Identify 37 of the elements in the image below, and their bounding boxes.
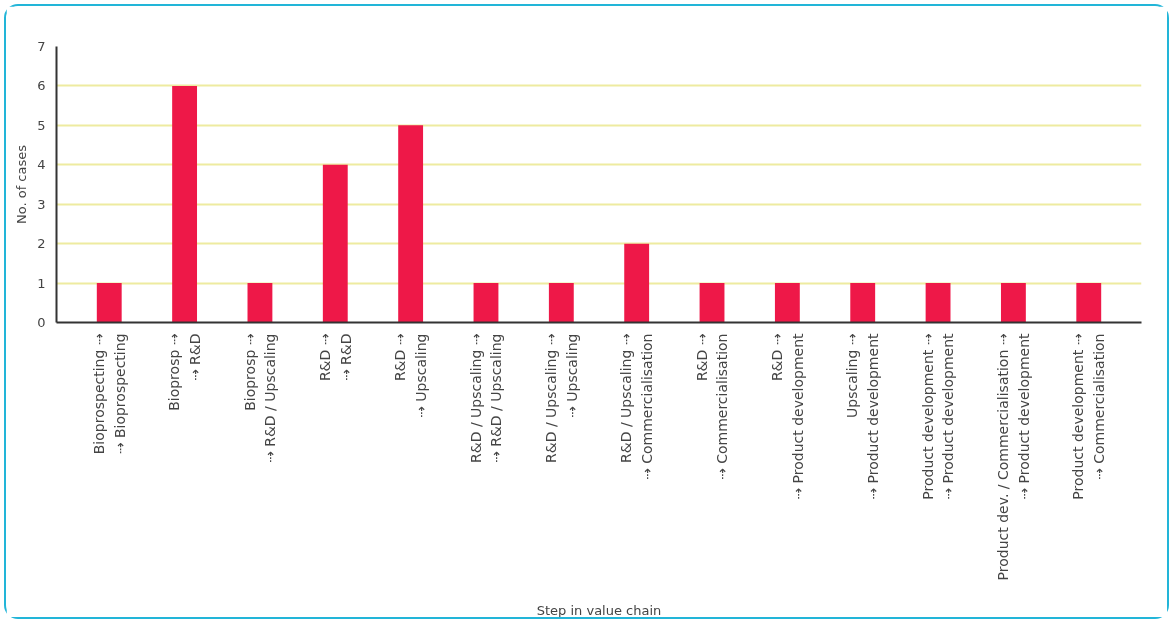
x-tick-label: R&D ⇢ ⇢ R&D <box>316 333 354 382</box>
y-tick-label: 5 <box>37 117 46 133</box>
x-tick-label: Product development ⇢ ⇢ Product development <box>919 332 957 500</box>
y-tick-label: 1 <box>37 275 46 291</box>
bar <box>473 283 499 323</box>
bar <box>398 125 424 323</box>
bar <box>172 85 198 323</box>
x-tick-label: R&D / Upscaling ⇢ ⇢ R&D / Upscaling <box>467 333 505 463</box>
bar <box>925 283 951 323</box>
x-tick-label: R&D ⇢ ⇢ Commercialisation <box>693 333 731 480</box>
x-tick-label: Product development ⇢ ⇢ Commercialisation <box>1070 333 1108 500</box>
bar <box>322 164 348 323</box>
y-axis-title: No. of cases <box>14 144 30 225</box>
y-tick-label: 2 <box>37 236 46 252</box>
bar <box>624 243 650 323</box>
y-tick-label: 3 <box>37 196 46 212</box>
x-tick-label: Bioprospecting ⇢ ⇢ Bioprospecting <box>90 333 128 455</box>
bar <box>850 283 876 323</box>
x-tick-label: R&D / Upscaling ⇢ ⇢ Upscaling <box>542 333 580 463</box>
bar <box>774 283 800 323</box>
x-tick-label: R&D / Upscaling ⇢ ⇢ Commercialisation <box>618 333 656 480</box>
y-tick-label: 7 <box>37 39 46 54</box>
bar <box>699 283 725 323</box>
x-tick-label: Bioprosp ⇢ ⇢ R&D <box>166 333 203 411</box>
y-tick-label: 4 <box>37 157 46 173</box>
bar <box>1076 283 1102 323</box>
x-tick-label: Bioprosp ⇢ ⇢ R&D / Upscaling <box>241 333 279 463</box>
x-tick-label: Product dev. / Commercialisation ⇢ ⇢ Product development <box>995 332 1032 581</box>
bar <box>548 283 574 323</box>
bar <box>1000 283 1026 323</box>
x-tick-label: Upscaling ⇢ ⇢ Product development <box>844 332 882 500</box>
bar <box>247 283 273 323</box>
bar <box>96 283 122 323</box>
x-tick-label: R&D ⇢ ⇢ Upscaling <box>392 333 430 418</box>
y-tick-label: 0 <box>37 315 46 330</box>
y-tick-label: 6 <box>37 78 46 94</box>
x-tick-label: R&D ⇢ ⇢ Product development <box>768 332 806 500</box>
